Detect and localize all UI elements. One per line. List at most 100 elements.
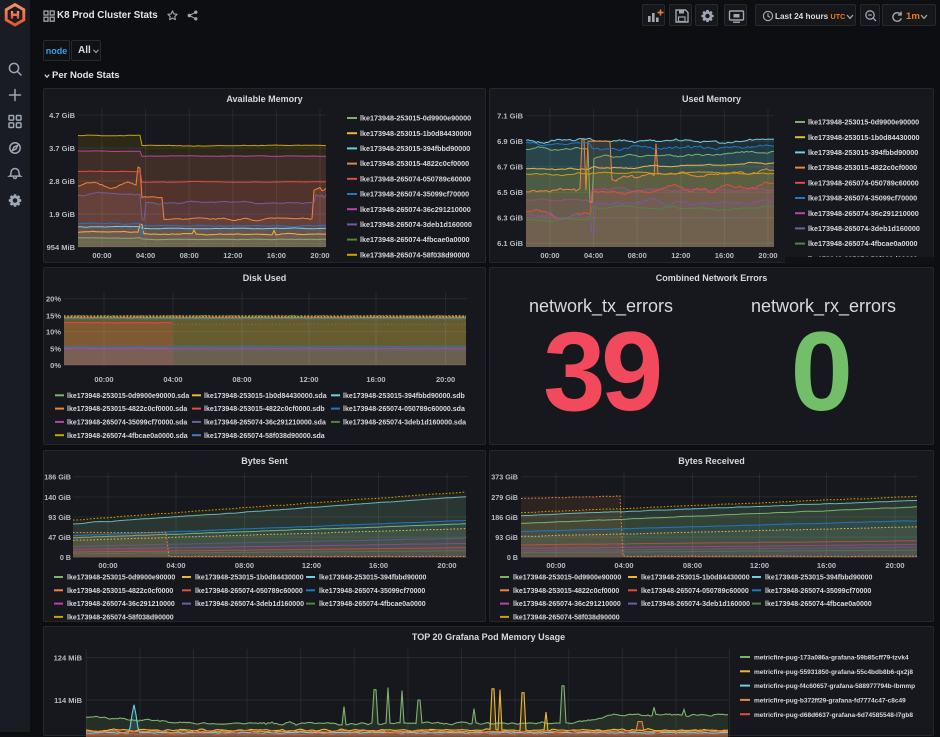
svg-text:00:00: 00:00 — [94, 375, 113, 384]
svg-text:lke173948-253015-0d9900e90000.: lke173948-253015-0d9900e90000.sda — [67, 393, 189, 400]
svg-text:lke173948-265074-58f038d90000: lke173948-265074-58f038d90000 — [513, 615, 620, 622]
svg-text:lke173948-253015-1b0d84430000: lke173948-253015-1b0d84430000 — [195, 575, 304, 582]
svg-text:metricfire-pug-f4c60657-grafan: metricfire-pug-f4c60657-grafana-58897779… — [754, 683, 915, 690]
svg-text:metricfire-pug-173a086a-grafan: metricfire-pug-173a086a-grafana-59b85cff… — [754, 655, 909, 662]
svg-text:6.1 GiB: 6.1 GiB — [497, 239, 523, 248]
svg-text:16:00: 16:00 — [715, 251, 734, 260]
svg-text:lke173948-265074-3deb1d160000: lke173948-265074-3deb1d160000 — [195, 601, 304, 608]
svg-text:lke173948-265074-3deb1d160000: lke173948-265074-3deb1d160000 — [641, 601, 750, 608]
svg-text:04:00: 04:00 — [166, 561, 185, 570]
svg-text:lke173948-253015-394fbbd90000: lke173948-253015-394fbbd90000 — [360, 144, 470, 153]
svg-text:16:00: 16:00 — [817, 561, 836, 570]
svg-text:lke173948-253015-1b0d84430000: lke173948-253015-1b0d84430000 — [808, 133, 920, 142]
svg-text:00:00: 00:00 — [92, 251, 111, 260]
svg-text:lke173948-253015-0d9900e90000: lke173948-253015-0d9900e90000 — [513, 575, 621, 582]
svg-text:124 MiB: 124 MiB — [54, 654, 83, 663]
svg-text:08:00: 08:00 — [628, 251, 647, 260]
svg-text:0 B: 0 B — [60, 553, 71, 562]
svg-text:0%: 0% — [50, 361, 61, 370]
svg-text:08:00: 08:00 — [232, 375, 251, 384]
svg-text:00:00: 00:00 — [98, 561, 117, 570]
svg-text:lke173948-265074-4fbcae0a0000: lke173948-265074-4fbcae0a0000 — [360, 235, 470, 244]
svg-text:lke173948-253015-394fbbd90000: lke173948-253015-394fbbd90000 — [808, 148, 918, 157]
svg-text:lke173948-265074-4fbcae0a0000.: lke173948-265074-4fbcae0a0000.sda — [67, 433, 188, 440]
svg-text:lke173948-253015-4822c0cf0000.: lke173948-253015-4822c0cf0000.sdb — [204, 406, 325, 413]
svg-text:373 GiB: 373 GiB — [491, 473, 518, 482]
svg-text:lke173948-265074-58f038d90000: lke173948-265074-58f038d90000 — [360, 250, 470, 259]
svg-text:0 B: 0 B — [507, 553, 518, 562]
svg-text:lke173948-265074-050789c60000: lke173948-265074-050789c60000 — [808, 178, 919, 187]
svg-text:lke173948-265074-58f038d90000: lke173948-265074-58f038d90000 — [67, 615, 174, 622]
svg-text:lke173948-253015-1b0d84430000.: lke173948-253015-1b0d84430000.sda — [204, 393, 327, 400]
svg-text:186 GiB: 186 GiB — [491, 513, 518, 522]
svg-text:metricfire-pug-b372ff29-grafan: metricfire-pug-b372ff29-grafana-fd7774c4… — [754, 698, 906, 705]
svg-text:5%: 5% — [50, 344, 61, 353]
svg-text:93 GiB: 93 GiB — [495, 533, 518, 542]
svg-text:lke173948-265074-36c291210000: lke173948-265074-36c291210000 — [808, 209, 919, 218]
svg-text:lke173948-253015-394fbbd90000.: lke173948-253015-394fbbd90000.sdb — [343, 393, 465, 400]
svg-text:15%: 15% — [46, 311, 61, 320]
svg-text:lke173948-253015-0d9900e90000: lke173948-253015-0d9900e90000 — [808, 118, 919, 127]
svg-text:20:00: 20:00 — [437, 561, 456, 570]
svg-text:3.7 GiB: 3.7 GiB — [49, 144, 75, 153]
svg-text:lke173948-253015-0d9900e90000: lke173948-253015-0d9900e90000 — [67, 575, 175, 582]
svg-text:2.8 GiB: 2.8 GiB — [49, 177, 75, 186]
svg-text:lke173948-265074-3deb1d160000: lke173948-265074-3deb1d160000 — [808, 224, 920, 233]
svg-text:20:00: 20:00 — [310, 251, 329, 260]
svg-text:metricfire-pug-d68d6637-grafan: metricfire-pug-d68d6637-grafana-6d745855… — [754, 712, 913, 719]
svg-text:12:00: 12:00 — [223, 251, 242, 260]
svg-text:lke173948-253015-1b0d84430000: lke173948-253015-1b0d84430000 — [641, 575, 750, 582]
svg-text:140 GiB: 140 GiB — [44, 493, 71, 502]
svg-text:00:00: 00:00 — [540, 251, 559, 260]
svg-text:08:00: 08:00 — [180, 251, 199, 260]
svg-text:lke173948-265074-35099cf70000: lke173948-265074-35099cf70000 — [808, 194, 917, 203]
svg-text:lke173948-265074-36c291210000: lke173948-265074-36c291210000 — [360, 205, 471, 214]
svg-text:10%: 10% — [46, 328, 61, 337]
svg-text:lke173948-253015-394fbbd90000: lke173948-253015-394fbbd90000 — [319, 575, 427, 582]
svg-text:16:00: 16:00 — [267, 251, 286, 260]
svg-text:186 GiB: 186 GiB — [44, 473, 71, 482]
svg-text:lke173948-265074-050789c60000: lke173948-265074-050789c60000 — [641, 588, 749, 595]
svg-text:lke173948-253015-4822c0cf0000: lke173948-253015-4822c0cf0000 — [513, 588, 619, 595]
svg-text:12:00: 12:00 — [299, 375, 318, 384]
svg-text:04:00: 04:00 — [136, 251, 155, 260]
svg-text:16:00: 16:00 — [369, 561, 388, 570]
svg-text:lke173948-253015-0d9900e90000: lke173948-253015-0d9900e90000 — [360, 114, 471, 123]
svg-text:lke173948-265074-36c291210000.: lke173948-265074-36c291210000.sda — [204, 420, 326, 427]
svg-text:lke173948-265074-3deb1d160000: lke173948-265074-3deb1d160000 — [360, 220, 472, 229]
svg-text:114 MiB: 114 MiB — [54, 696, 83, 705]
svg-text:6.7 GiB: 6.7 GiB — [497, 163, 523, 172]
svg-text:lke173948-253015-4822c0cf0000.: lke173948-253015-4822c0cf0000.sda — [67, 406, 187, 413]
svg-text:12:00: 12:00 — [750, 561, 769, 570]
svg-text:16:00: 16:00 — [366, 375, 385, 384]
svg-text:metricfire-pug-55931850-grafan: metricfire-pug-55931850-grafana-55c4bdb8… — [754, 669, 913, 676]
svg-text:20:00: 20:00 — [885, 561, 904, 570]
svg-text:lke173948-265074-050789c60000.: lke173948-265074-050789c60000.sda — [343, 406, 465, 413]
svg-text:04:00: 04:00 — [584, 251, 603, 260]
svg-text:7.1 GiB: 7.1 GiB — [497, 112, 523, 121]
svg-text:20:00: 20:00 — [758, 251, 777, 260]
svg-text:lke173948-265074-36c291210000: lke173948-265074-36c291210000 — [67, 601, 175, 608]
svg-text:lke173948-265074-35099cf70000.: lke173948-265074-35099cf70000.sda — [67, 420, 187, 427]
svg-text:1.9 GiB: 1.9 GiB — [49, 210, 75, 219]
svg-text:12:00: 12:00 — [671, 251, 690, 260]
svg-text:lke173948-265074-050789c60000: lke173948-265074-050789c60000 — [195, 588, 303, 595]
svg-text:08:00: 08:00 — [235, 561, 254, 570]
svg-text:6.9 GiB: 6.9 GiB — [497, 137, 523, 146]
svg-text:6.5 GiB: 6.5 GiB — [497, 188, 523, 197]
svg-text:279 GiB: 279 GiB — [491, 493, 518, 502]
svg-text:lke173948-253015-1b0d84430000: lke173948-253015-1b0d84430000 — [360, 129, 472, 138]
svg-text:lke173948-265074-35099cf70000: lke173948-265074-35099cf70000 — [765, 588, 871, 595]
svg-text:lke173948-265074-3deb1d160000.: lke173948-265074-3deb1d160000.sda — [343, 420, 466, 427]
svg-text:lke173948-265074-36c291210000: lke173948-265074-36c291210000 — [513, 601, 621, 608]
svg-text:04:00: 04:00 — [163, 375, 182, 384]
svg-text:12:00: 12:00 — [302, 561, 321, 570]
svg-text:00:00: 00:00 — [546, 561, 565, 570]
svg-text:08:00: 08:00 — [683, 561, 702, 570]
svg-text:04:00: 04:00 — [614, 561, 633, 570]
svg-text:lke173948-265074-4fbcae0a0000: lke173948-265074-4fbcae0a0000 — [319, 601, 426, 608]
svg-text:20:00: 20:00 — [436, 375, 455, 384]
svg-text:47 GiB: 47 GiB — [48, 533, 71, 542]
svg-text:lke173948-265074-4fbcae0a0000: lke173948-265074-4fbcae0a0000 — [765, 601, 872, 608]
svg-text:lke173948-265074-35099cf70000: lke173948-265074-35099cf70000 — [360, 190, 469, 199]
